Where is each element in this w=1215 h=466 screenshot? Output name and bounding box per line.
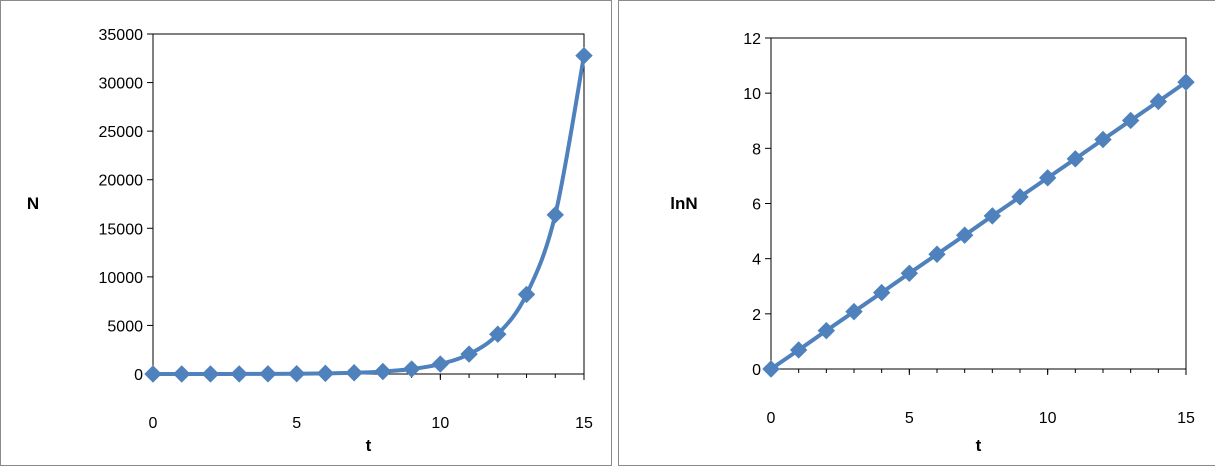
- y-tick-label: 12: [743, 31, 761, 48]
- chart-lnn-vs-t: 0 2 4 6 8 10 12 0 5 10 15 lnN t: [670, 31, 1195, 455]
- data-point-marker: [928, 245, 946, 263]
- x-tick-label: 15: [575, 415, 593, 432]
- chart-panel-lnn-vs-t: 0 2 4 6 8 10 12 0 5 10 15 lnN t: [618, 0, 1215, 466]
- y-tick-label: 15000: [99, 221, 144, 238]
- data-point-marker: [1121, 111, 1140, 130]
- x-axis-title: t: [366, 436, 372, 455]
- data-point-marker: [546, 206, 564, 224]
- y-tick-label: 0: [752, 362, 761, 379]
- data-point-marker: [287, 364, 306, 383]
- y-tick-label: 30000: [99, 76, 144, 93]
- panel-divider: [612, 0, 618, 466]
- data-point-marker: [1094, 130, 1112, 149]
- data-point-marker: [144, 365, 162, 383]
- data-point-marker: [1066, 150, 1085, 168]
- x-axis-title: t: [976, 436, 982, 455]
- y-tick-label: 10: [743, 86, 761, 103]
- chart-n-vs-t: 0 5000 10000 15000 20000 25000 30000 35000 0 5 10 1…: [27, 27, 593, 455]
- x-tick-label: 0: [767, 410, 776, 427]
- data-point-marker: [230, 365, 248, 383]
- x-tick-label: 0: [149, 415, 158, 432]
- y-tick-label: 20000: [99, 173, 144, 190]
- y-tick-label: 10000: [99, 270, 144, 287]
- y-axis-title: N: [27, 194, 39, 213]
- y-tick-label: 8: [752, 141, 761, 158]
- data-point-marker: [402, 360, 421, 378]
- data-point-marker: [817, 321, 836, 340]
- chart-panel-n-vs-t: 0 5000 10000 15000 20000 25000 30000 35000 0 5 10 1…: [0, 0, 612, 466]
- data-point-marker: [431, 355, 450, 373]
- data-point-marker: [173, 365, 191, 383]
- y-tick-label: 2: [752, 307, 761, 324]
- x-tick-label: 15: [1177, 410, 1195, 427]
- y-tick-label: 25000: [99, 124, 144, 141]
- y-tick-label: 6: [752, 197, 761, 214]
- data-point-marker: [374, 362, 392, 381]
- y-tick-label: 4: [752, 252, 761, 269]
- x-tick-label: 5: [905, 410, 914, 427]
- series-line: [152, 55, 586, 376]
- x-tick-label: 5: [292, 415, 301, 432]
- data-point-marker: [345, 364, 363, 382]
- data-point-marker: [789, 341, 808, 359]
- data-point-marker: [460, 345, 478, 363]
- x-tick-label: 10: [431, 415, 449, 432]
- y-tick-label: 0: [134, 367, 143, 384]
- data-point-marker: [872, 283, 891, 302]
- data-point-marker: [983, 207, 1002, 225]
- x-tick-label: 10: [1039, 410, 1057, 427]
- data-point-marker: [259, 365, 277, 383]
- plot-area: [770, 37, 1187, 370]
- series-line: [769, 80, 1188, 371]
- y-tick-label: 35000: [99, 27, 144, 44]
- y-tick-label: 5000: [107, 318, 143, 335]
- plot-area: [152, 33, 585, 375]
- data-point-marker: [1038, 169, 1057, 187]
- y-axis-title: lnN: [670, 194, 697, 213]
- data-point-marker: [1149, 92, 1168, 111]
- data-point-marker: [1177, 73, 1195, 91]
- data-point-marker: [316, 364, 335, 383]
- data-point-marker: [845, 302, 863, 321]
- data-point-marker: [575, 46, 593, 65]
- data-point-marker: [517, 285, 536, 304]
- data-point-marker: [762, 360, 780, 378]
- data-point-marker: [489, 325, 507, 343]
- data-point-marker: [955, 226, 974, 244]
- data-point-marker: [201, 365, 220, 383]
- data-point-marker: [900, 264, 919, 282]
- data-point-marker: [1011, 188, 1029, 206]
